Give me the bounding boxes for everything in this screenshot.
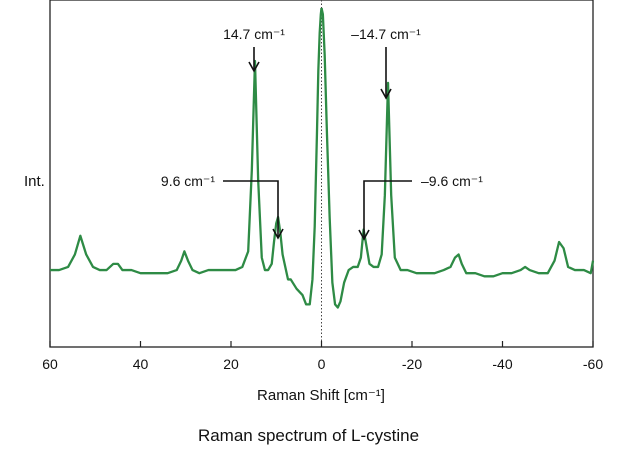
x-tick-label: -40	[492, 356, 512, 372]
annotation-arrow-9-6	[223, 180, 279, 237]
spectrum-series-2	[320, 7, 595, 309]
annotation-label-minus-14-7: –14.7 cm⁻¹	[351, 26, 421, 42]
arrowhead-minus-14-7-icon	[380, 88, 392, 100]
annotation-arrow-minus-9-6	[363, 180, 412, 238]
annotation-peak-minus-14-7: –14.7 cm⁻¹	[351, 26, 421, 100]
arrowhead-14-7-icon	[248, 61, 260, 73]
x-tick-label: 60	[42, 356, 58, 372]
x-tick-label: -20	[402, 356, 422, 372]
x-tick-label: 40	[133, 356, 149, 372]
figure-caption: Raman spectrum of L-cystine	[197, 426, 420, 445]
annotation-label-minus-9-6: –9.6 cm⁻¹	[421, 173, 483, 189]
spectrum-series-1	[50, 7, 323, 306]
series-group	[50, 7, 595, 309]
x-axis-ticks: 60 40 20 0 -20 -40 -60	[42, 341, 603, 372]
arrowhead-9-6-icon	[272, 228, 284, 240]
arrowhead-minus-9-6-icon	[358, 229, 370, 241]
annotation-peak-9-6: 9.6 cm⁻¹	[161, 173, 284, 240]
y-axis-label: Int.	[24, 173, 45, 190]
x-tick-label: -60	[583, 356, 603, 372]
x-axis-label: Raman Shift [cm⁻¹]	[257, 387, 385, 404]
annotation-peak-minus-9-6: –9.6 cm⁻¹	[358, 173, 483, 241]
annotation-label-14-7: 14.7 cm⁻¹	[223, 26, 285, 42]
annotation-label-9-6: 9.6 cm⁻¹	[161, 173, 215, 189]
x-tick-label: 0	[318, 356, 326, 372]
chart-plot-area: 60 40 20 0 -20 -40 -60 14.7 cm⁻¹ 9.6 cm⁻¹ –14.…	[24, 0, 603, 404]
x-tick-label: 20	[223, 356, 239, 372]
annotation-peak-14-7: 14.7 cm⁻¹	[223, 26, 285, 73]
